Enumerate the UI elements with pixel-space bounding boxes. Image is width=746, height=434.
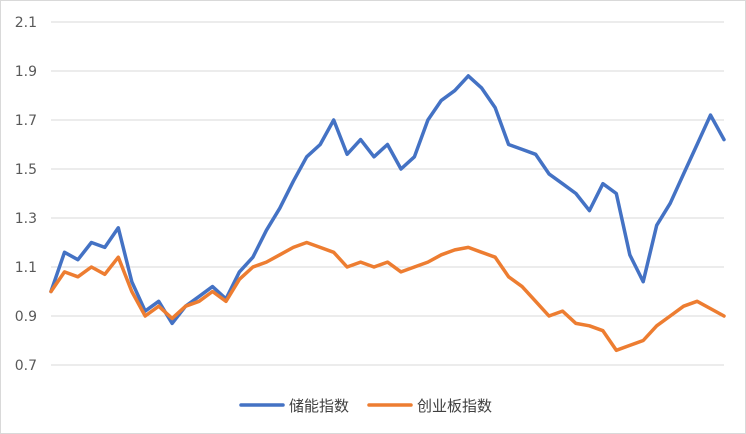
legend: 储能指数 创业板指数 [239, 397, 492, 415]
y-axis-ticks: 2.1 1.9 1.7 1.5 1.3 1.1 0.9 0.7 [15, 15, 37, 374]
series-line-0 [49, 74, 726, 326]
y-tick-label: 1.1 [15, 260, 37, 276]
y-tick-label: 1.5 [15, 162, 37, 178]
legend-label-1: 创业板指数 [417, 397, 492, 415]
legend-label-0: 储能指数 [289, 397, 349, 415]
series-layer [49, 74, 726, 353]
y-tick-label: 1.3 [15, 211, 37, 227]
y-tick-label: 2.1 [15, 15, 37, 31]
y-tick-label: 1.9 [15, 64, 37, 80]
y-tick-label: 0.9 [15, 309, 37, 325]
y-tick-label: 1.7 [15, 113, 37, 129]
grid-layer [51, 21, 724, 366]
y-tick-label: 0.7 [15, 358, 37, 374]
series-line-1 [49, 240, 726, 353]
